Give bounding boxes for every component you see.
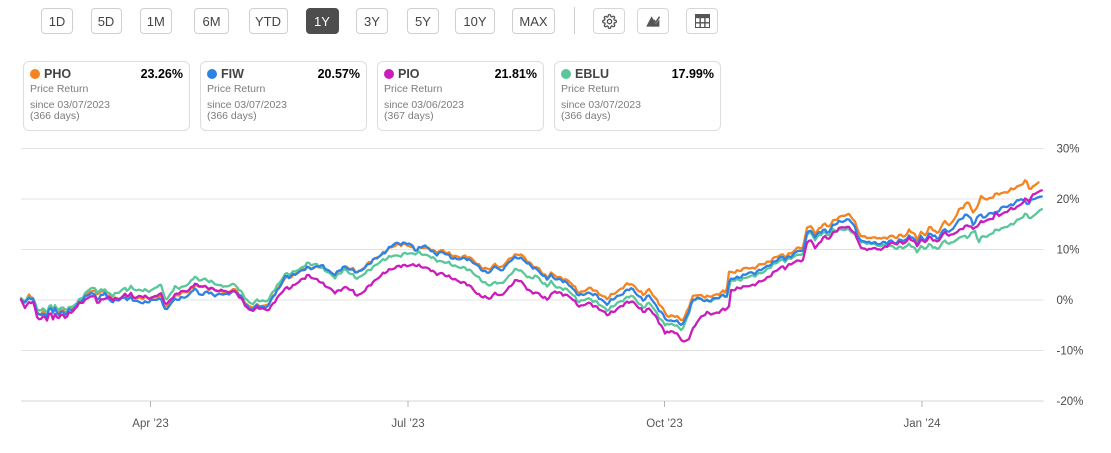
svg-text:30%: 30% bbox=[1057, 144, 1080, 156]
svg-text:Jul ’23: Jul ’23 bbox=[391, 418, 424, 430]
svg-text:-20%: -20% bbox=[1057, 396, 1084, 408]
svg-text:20%: 20% bbox=[1057, 194, 1080, 206]
svg-text:Apr ’23: Apr ’23 bbox=[132, 418, 168, 430]
svg-text:0%: 0% bbox=[1057, 295, 1074, 307]
svg-text:-10%: -10% bbox=[1057, 346, 1084, 358]
svg-text:Oct ’23: Oct ’23 bbox=[646, 418, 682, 430]
svg-text:10%: 10% bbox=[1057, 245, 1080, 257]
svg-text:Jan ’24: Jan ’24 bbox=[903, 418, 941, 430]
